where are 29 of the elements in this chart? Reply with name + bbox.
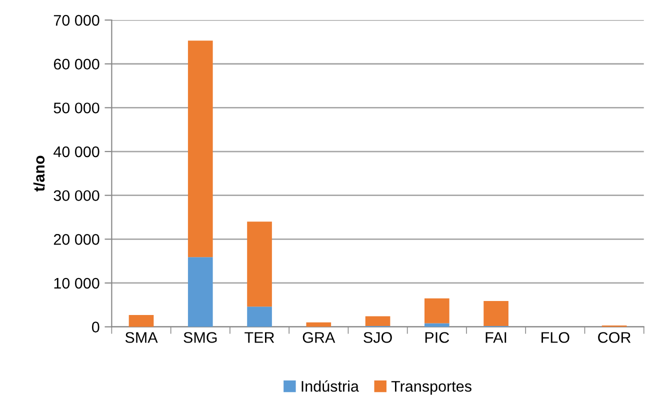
- x-tick-label: PIC: [425, 332, 450, 343]
- y-tick-label: 20 000: [54, 234, 100, 245]
- y-tick-label: 60 000: [54, 58, 100, 70]
- bar: [365, 316, 390, 326]
- x-tick-label: COR: [598, 332, 631, 343]
- y-tick-label: 40 000: [54, 146, 100, 158]
- bar: [484, 300, 508, 326]
- y-tick-label: 10 000: [54, 278, 100, 289]
- y-tick-label: 0: [92, 322, 100, 332]
- bar: [306, 322, 332, 327]
- y-tick-label: 30 000: [54, 190, 100, 202]
- x-tick-label: FLO: [542, 332, 570, 343]
- bar: [247, 222, 272, 307]
- y-tick-label: 70 000: [54, 14, 100, 26]
- x-tick-label: FAI: [486, 332, 506, 343]
- x-tick-label: SMG: [184, 332, 217, 343]
- y-axis-title: t/ano: [33, 156, 45, 192]
- x-tick-label: TER: [244, 332, 274, 343]
- bar: [188, 40, 213, 258]
- x-tick-label: SMA: [125, 332, 158, 343]
- legend-label: Indústria: [302, 380, 359, 392]
- bar: [424, 298, 450, 324]
- bar: [128, 314, 154, 327]
- legend-label: Transportes: [391, 381, 472, 395]
- x-tick-label: SJO: [364, 332, 392, 343]
- y-tick-label: 50 000: [54, 102, 100, 114]
- bar: [188, 257, 213, 327]
- x-tick-label: GRA: [302, 332, 336, 343]
- bar: [247, 306, 272, 327]
